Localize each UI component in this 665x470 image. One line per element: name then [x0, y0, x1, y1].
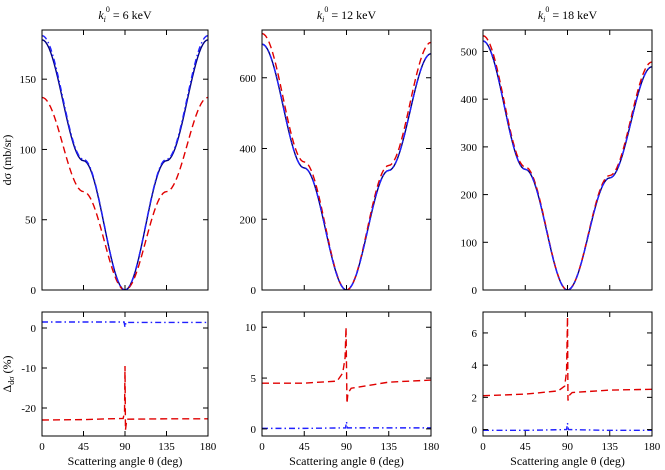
bottom-panel-1-ytick-label: -20: [21, 403, 36, 415]
bottom-panel-3-ytick-label: 4: [472, 360, 478, 372]
bottom-panel-2-xtick-label: 0: [259, 441, 265, 453]
top-panel-1-series-dash-dot: [42, 34, 208, 290]
bottom-panel-1-xtick-label: 0: [39, 441, 45, 453]
top-panel-2-ytick-label: 200: [240, 214, 257, 226]
bottom-panel-2-ytick-label: 10: [245, 322, 257, 334]
top-panel-2-series-dashed: [262, 32, 431, 290]
bottom-panel-2-ytick-label: 0: [251, 424, 257, 436]
bottom-panel-1-ytick-label: 0: [31, 323, 37, 335]
bottom-panel-1-xtick-label: 45: [78, 441, 90, 453]
top-panel-2-ytick-label: 400: [240, 144, 257, 156]
bottom-panel-2-series-dash-dot: [262, 421, 431, 430]
top-panel-3-ytick-label: 500: [461, 46, 478, 58]
bottom-panel-1-ytick-label: -10: [21, 363, 36, 375]
top-panel-3-frame: [482, 29, 653, 291]
bottom-panel-2: 0 45 90 135 180 0 5 10: [245, 311, 440, 453]
top-panel-1-series-dashed: [42, 96, 208, 290]
bottom-panel-2-xtick-label: 180: [423, 441, 440, 453]
x-axis-title-3: Scattering angle θ (deg): [510, 454, 625, 468]
bottom-panel-2-xtick-label: 90: [341, 441, 353, 453]
bottom-panel-3-series-dash-dot: [483, 423, 652, 432]
top-panel-3-ytick-label: 400: [461, 94, 478, 106]
bottom-panel-3-ytick-label: 2: [472, 392, 478, 404]
top-panel-2-ytick-label: 0: [251, 285, 257, 297]
bottom-panel-3-xtick-label: 90: [562, 441, 574, 453]
bottom-panel-2-xtick-label: 45: [299, 441, 311, 453]
top-panel-3-ytick-label: 300: [461, 142, 478, 154]
x-axis-title-2: Scattering angle θ (deg): [289, 454, 404, 468]
top-panel-3-series-solid: [483, 40, 652, 290]
top-panel-1-ytick-label: 50: [25, 215, 37, 227]
top-panel-1-ytick-label: 0: [31, 285, 37, 297]
bottom-panel-1-xtick-label: 135: [158, 441, 175, 453]
panel-title-2: ki0 = 12 keV: [317, 5, 377, 24]
panel-title-1: ki0 = 6 keV: [98, 5, 152, 24]
bottom-panel-2-ytick-label: 5: [251, 373, 257, 385]
top-panel-3-ytick-label: 100: [461, 237, 478, 249]
bottom-panel-1-series-dashed: [42, 365, 208, 431]
top-panel-3-ytick-label: 0: [472, 285, 478, 297]
bottom-panel-1-series-dash-dot: [42, 321, 208, 328]
bottom-panel-2-series-dashed: [262, 327, 431, 404]
bottom-panel-3-xtick-label: 45: [520, 441, 532, 453]
top-panel-2-series-dash-dot: [262, 43, 431, 290]
top-panel-1: 0 50 100 150: [20, 29, 209, 297]
y-axis-title-bottom: Δdσ (%): [0, 355, 16, 392]
bottom-panel-3-ytick-label: 6: [472, 328, 478, 340]
bottom-panel-3-xtick-label: 135: [602, 441, 619, 453]
top-panel-2-ytick-label: 600: [240, 73, 257, 85]
top-panel-3-series-dash-dot: [483, 40, 652, 290]
bottom-panel-1: 0 45 90 135 180 -20 -10 0: [21, 311, 217, 453]
bottom-panel-3-xtick-label: 180: [644, 441, 661, 453]
top-panel-2-series-solid: [262, 43, 431, 290]
top-panel-3-ytick-label: 200: [461, 190, 478, 202]
bottom-panel-3-series-dashed: [483, 316, 652, 401]
bottom-panel-1-xtick-label: 90: [120, 441, 132, 453]
top-panel-1-ytick-label: 150: [20, 74, 37, 86]
bottom-panel-3-ytick-label: 0: [472, 425, 478, 437]
panel-title-3: ki0 = 18 keV: [538, 5, 598, 24]
top-panel-2: 0 200 400 600: [240, 29, 432, 297]
y-axis-title-top: dσ (mb/sr): [0, 135, 14, 186]
top-panel-1-ytick-label: 100: [20, 144, 37, 156]
top-panel-1-series-solid: [42, 39, 208, 290]
x-axis-title-1: Scattering angle θ (deg): [68, 454, 183, 468]
bottom-panel-3-xtick-label: 0: [480, 441, 486, 453]
bottom-panel-1-xtick-label: 180: [200, 441, 217, 453]
top-panel-3: 0 100 200 300 400 500: [461, 29, 653, 297]
bottom-panel-3: 0 45 90 135 180 0 2 4 6: [472, 311, 661, 453]
bottom-panel-2-xtick-label: 135: [381, 441, 398, 453]
top-panel-3-series-dashed: [483, 35, 652, 290]
top-panel-2-frame: [261, 29, 432, 291]
